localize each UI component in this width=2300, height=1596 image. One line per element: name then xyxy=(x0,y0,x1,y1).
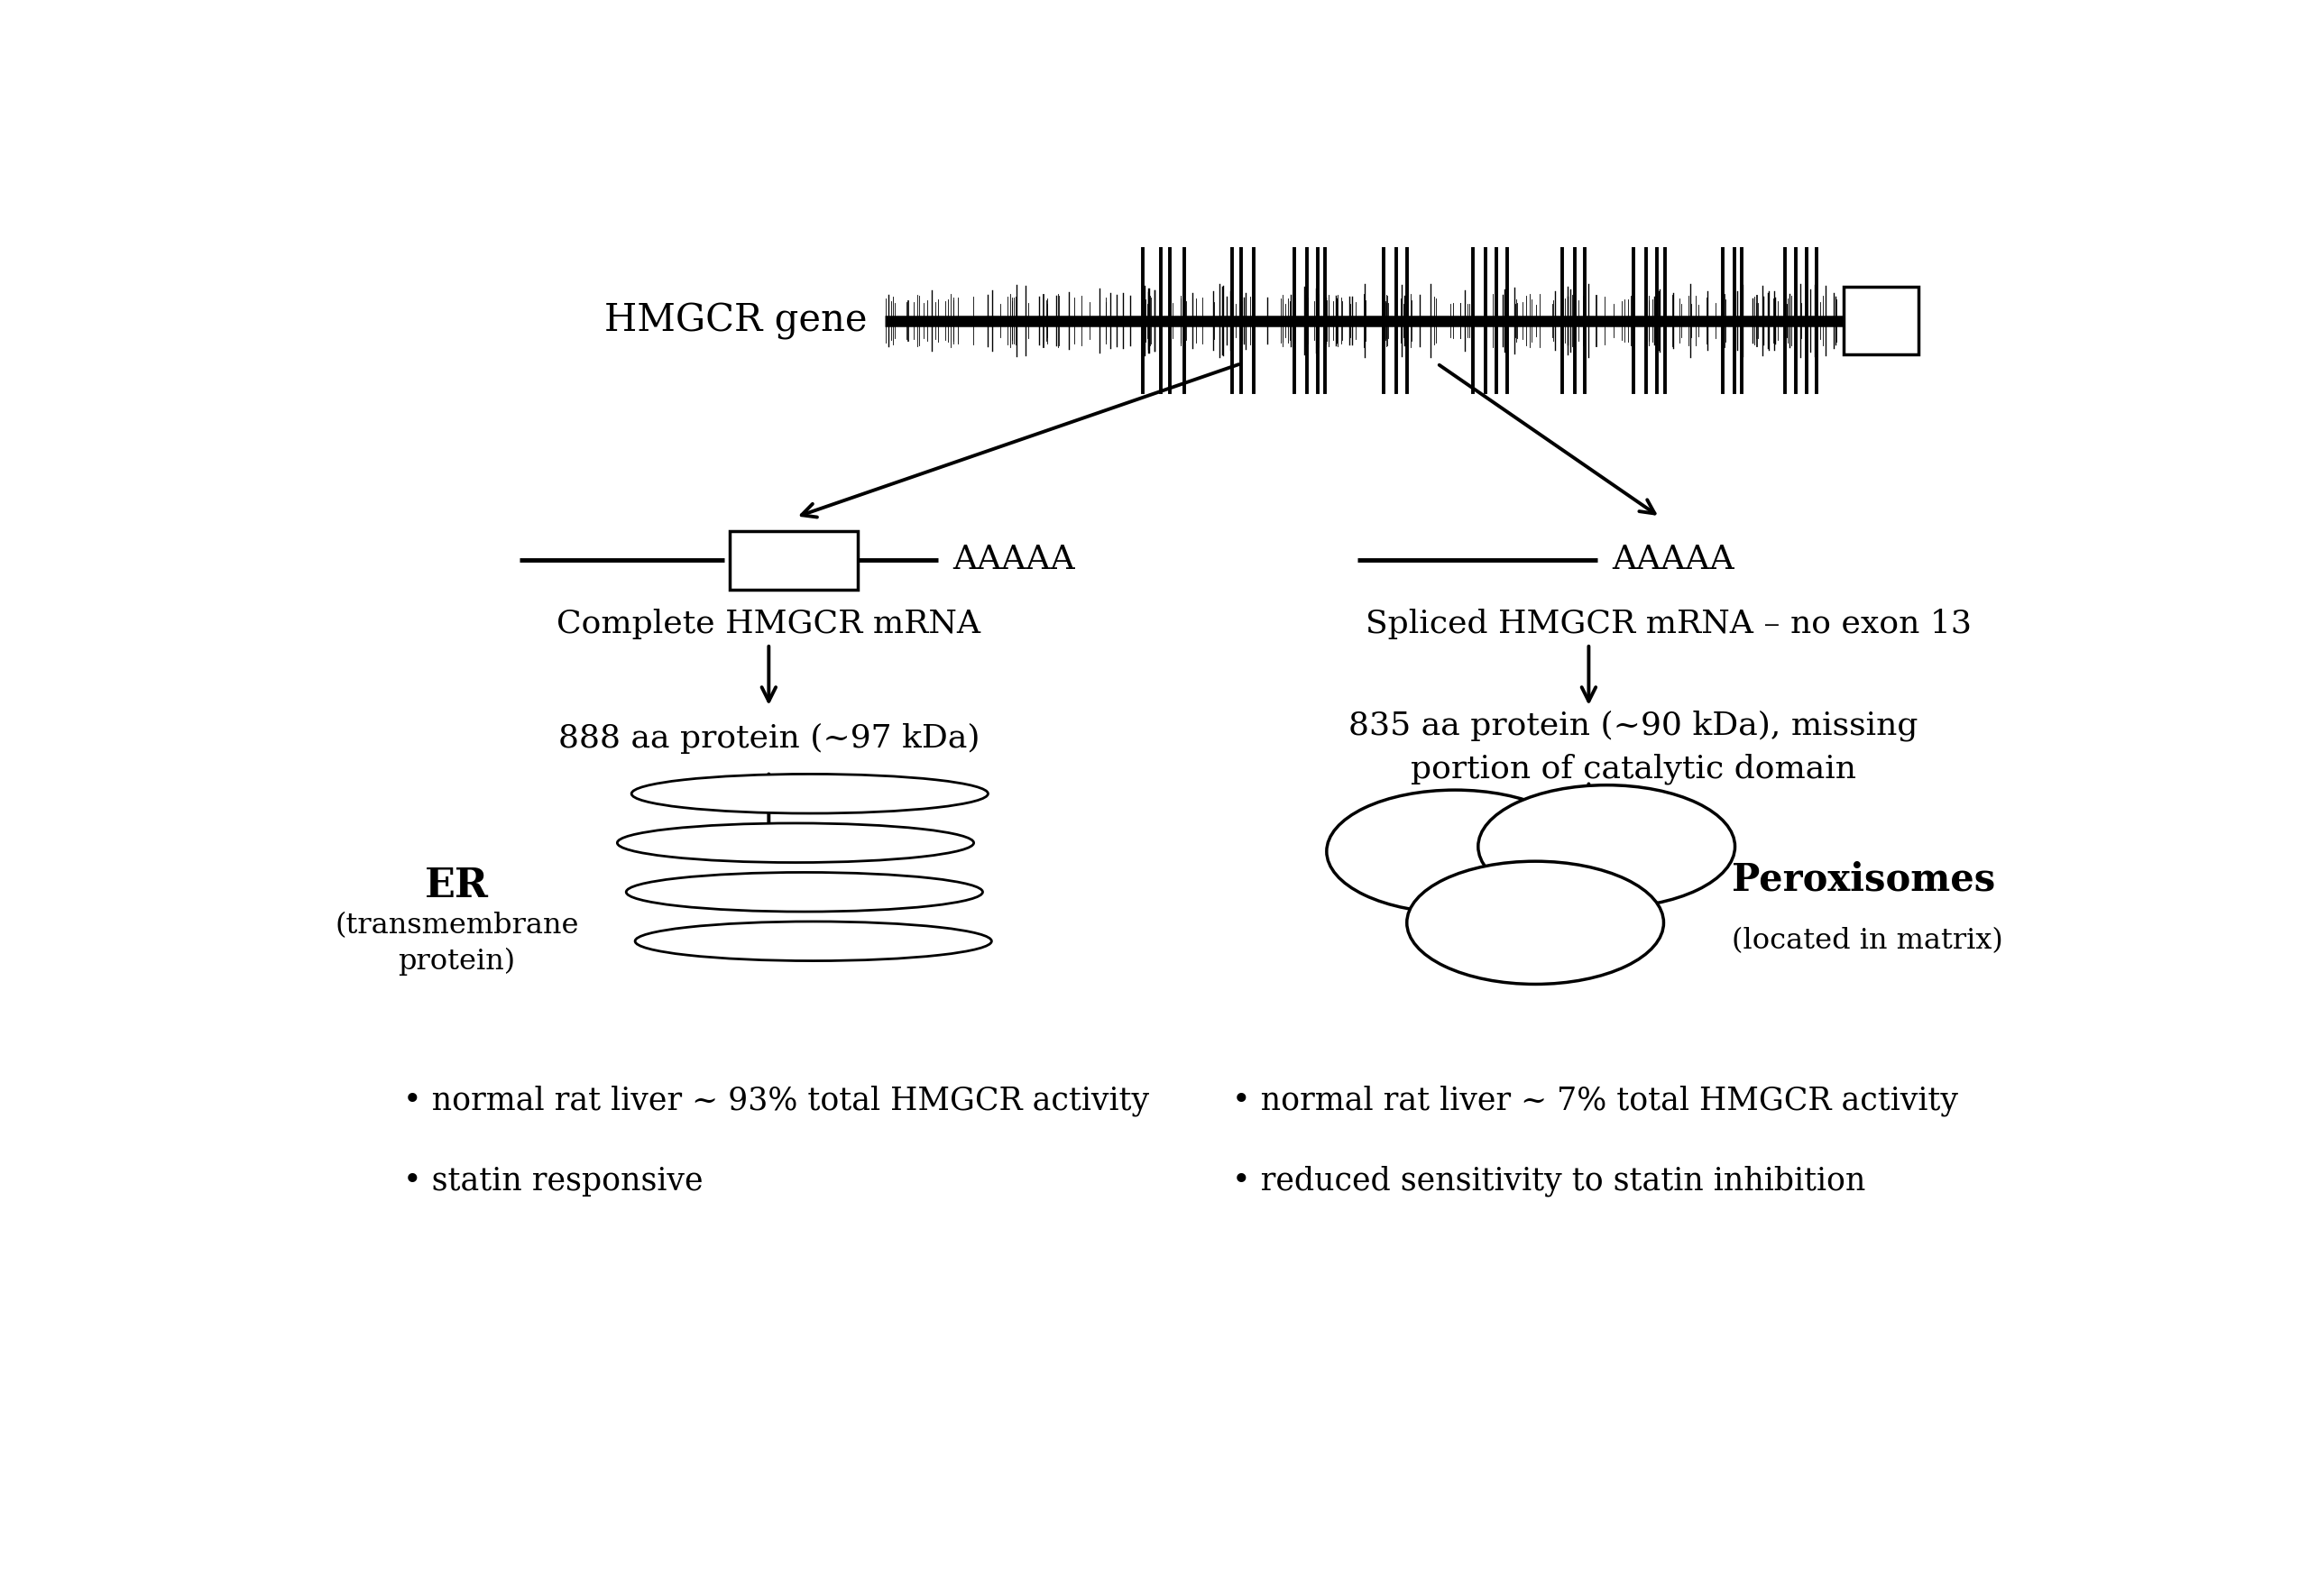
Ellipse shape xyxy=(1408,862,1663,985)
Text: ex13: ex13 xyxy=(761,547,826,573)
Text: • normal rat liver ~ 7% total HMGCR activity: • normal rat liver ~ 7% total HMGCR acti… xyxy=(1233,1085,1957,1117)
Ellipse shape xyxy=(635,921,991,961)
Text: AAAAA: AAAAA xyxy=(952,544,1074,576)
Text: Spliced HMGCR mRNA – no exon 13: Spliced HMGCR mRNA – no exon 13 xyxy=(1366,608,1971,640)
Text: 835 aa protein (~90 kDa), missing
portion of catalytic domain: 835 aa protein (~90 kDa), missing portio… xyxy=(1348,710,1918,784)
Text: • normal rat liver ~ 93% total HMGCR activity: • normal rat liver ~ 93% total HMGCR act… xyxy=(402,1085,1150,1117)
Text: HMGCR gene: HMGCR gene xyxy=(605,302,867,340)
Text: Peroxisomes: Peroxisomes xyxy=(1732,860,1994,899)
Ellipse shape xyxy=(1327,790,1582,913)
Ellipse shape xyxy=(626,873,982,911)
Text: ER: ER xyxy=(426,867,490,905)
Text: • reduced sensitivity to statin inhibition: • reduced sensitivity to statin inhibiti… xyxy=(1233,1165,1865,1197)
Text: 888 aa protein (~97 kDa): 888 aa protein (~97 kDa) xyxy=(559,723,980,753)
Text: AAAAA: AAAAA xyxy=(1612,544,1734,576)
Text: (located in matrix): (located in matrix) xyxy=(1732,927,2003,954)
Ellipse shape xyxy=(616,824,973,862)
Bar xyxy=(1845,287,1918,354)
Ellipse shape xyxy=(1479,785,1734,908)
Ellipse shape xyxy=(632,774,989,814)
Bar xyxy=(729,531,858,589)
Text: • statin responsive: • statin responsive xyxy=(402,1165,704,1195)
Text: (transmembrane
protein): (transmembrane protein) xyxy=(336,911,580,977)
Text: Complete HMGCR mRNA: Complete HMGCR mRNA xyxy=(557,608,980,640)
